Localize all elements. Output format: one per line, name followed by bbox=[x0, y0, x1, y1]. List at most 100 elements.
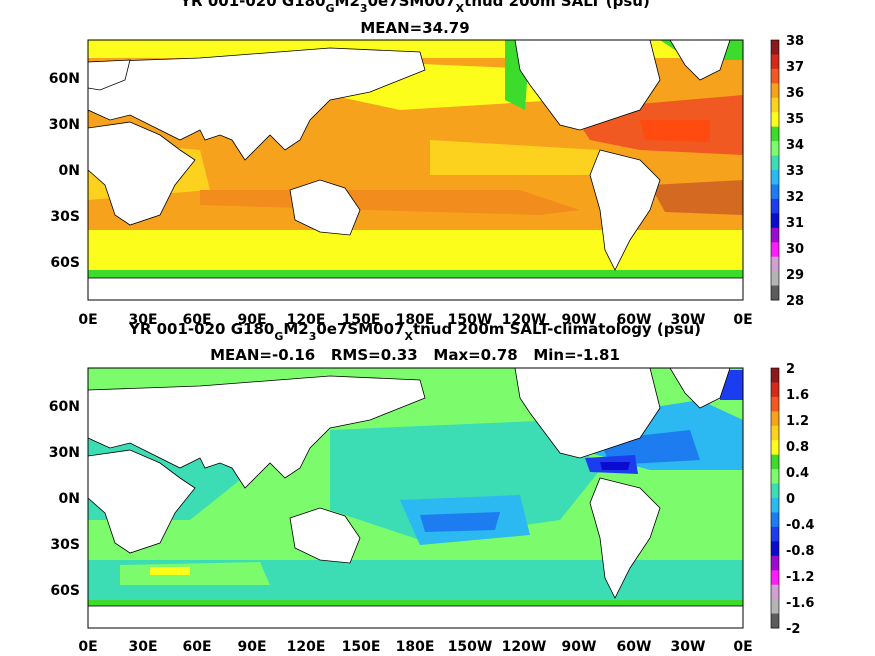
lon-tick-label: 0E bbox=[733, 312, 752, 328]
anomaly-map bbox=[88, 368, 743, 628]
map-title: YR 001-020 G180GM230e7SM007Xtnud 200m SA… bbox=[128, 320, 701, 343]
lat-tick-label: 60N bbox=[49, 71, 80, 87]
colorbar-swatch bbox=[771, 97, 779, 113]
lat-tick-label: 30S bbox=[50, 209, 80, 225]
colorbar-tick-label: 1.6 bbox=[786, 388, 809, 403]
colorbar-tick-label: -1.2 bbox=[786, 570, 814, 585]
lon-tick-label: 30E bbox=[128, 312, 157, 328]
colorbar-swatch bbox=[771, 541, 779, 557]
colorbar-swatch bbox=[771, 555, 779, 571]
colorbar-tick-label: -0.8 bbox=[786, 544, 814, 559]
colorbar-swatch bbox=[771, 613, 779, 629]
colorbar-swatch bbox=[771, 141, 779, 157]
colorbar-swatch bbox=[771, 526, 779, 542]
colorbar-tick-label: 34 bbox=[786, 138, 804, 153]
lat-tick-label: 30N bbox=[49, 445, 80, 461]
lat-tick-label: 60S bbox=[50, 255, 80, 271]
lon-tick-label: 90W bbox=[562, 639, 597, 655]
colorbar-tick-label: 32 bbox=[786, 190, 804, 205]
colorbar-tick-label: -2 bbox=[786, 622, 800, 637]
colorbar-swatch bbox=[771, 454, 779, 470]
colorbar-tick-label: -1.6 bbox=[786, 596, 814, 611]
colorbar: 38 37 36 35 34 33 32 31 30 29 28 bbox=[770, 34, 804, 309]
lon-tick-label: 180E bbox=[396, 312, 435, 328]
lat-tick-label: 60S bbox=[50, 583, 80, 599]
colorbar-frame bbox=[770, 367, 780, 629]
colorbar-tick-label: 28 bbox=[786, 294, 804, 309]
salinity-map bbox=[88, 40, 743, 300]
colorbar-swatch bbox=[771, 184, 779, 200]
colorbar-swatch bbox=[771, 271, 779, 287]
map-title: YR 001-020 G180GM230e7SM007Xtnud 200m SA… bbox=[179, 0, 650, 15]
colorbar-swatch bbox=[771, 242, 779, 258]
colorbar-tick-label: 29 bbox=[786, 268, 804, 283]
lon-tick-label: 180E bbox=[396, 639, 435, 655]
colorbar-tick-label: 33 bbox=[786, 164, 804, 179]
colorbar-swatch bbox=[771, 285, 779, 301]
colorbar-tick-label: 1.2 bbox=[786, 414, 809, 429]
colorbar-swatch bbox=[771, 599, 779, 615]
colorbar-swatch bbox=[771, 411, 779, 427]
lon-tick-label: 90E bbox=[237, 312, 266, 328]
colorbar-tick-label: 37 bbox=[786, 60, 804, 75]
lat-axis: 60N 30N 0N 30S 60S bbox=[49, 71, 80, 271]
colorbar-tick-label: 0.4 bbox=[786, 466, 809, 481]
lon-tick-label: 60W bbox=[617, 312, 652, 328]
lon-tick-label: 150W bbox=[448, 312, 493, 328]
colorbar-swatch bbox=[771, 382, 779, 398]
lon-tick-label: 0E bbox=[78, 639, 97, 655]
lon-tick-label: 0E bbox=[78, 312, 97, 328]
colorbar-swatch bbox=[771, 155, 779, 171]
colorbar: 2 1.6 1.2 0.8 0.4 0 -0.4 -0.8 -1.2 -1.6 -2 bbox=[770, 362, 814, 637]
colorbar-swatch bbox=[771, 112, 779, 128]
lon-tick-label: 150E bbox=[342, 312, 381, 328]
colorbar-tick-label: 30 bbox=[786, 242, 804, 257]
map-stats: MEAN=-0.16 RMS=0.33 Max=0.78 Min=-1.81 bbox=[210, 346, 620, 364]
lat-tick-label: 60N bbox=[49, 399, 80, 415]
lon-tick-label: 120E bbox=[287, 639, 326, 655]
colorbar-swatch bbox=[771, 83, 779, 99]
lon-axis: 0E 30E 60E 90E 120E 150E 180E 150W 120W … bbox=[78, 639, 752, 655]
colorbar-swatch bbox=[771, 68, 779, 84]
lon-tick-label: 120W bbox=[502, 312, 547, 328]
colorbar-frame bbox=[770, 39, 780, 301]
colorbar-tick-label: 36 bbox=[786, 86, 804, 101]
lon-tick-label: 30W bbox=[671, 312, 706, 328]
colorbar-swatch bbox=[771, 440, 779, 456]
colorbar-swatch bbox=[771, 584, 779, 600]
land-mask bbox=[88, 368, 743, 628]
lat-tick-label: 30N bbox=[49, 117, 80, 133]
colorbar-swatch bbox=[771, 198, 779, 214]
colorbar-swatch bbox=[771, 368, 779, 383]
colorbar-swatch bbox=[771, 483, 779, 499]
lon-tick-label: 120E bbox=[287, 312, 326, 328]
colorbar-swatch bbox=[771, 396, 779, 412]
map-stats: MEAN=34.79 bbox=[360, 19, 469, 37]
lat-axis: 60N 30N 0N 30S 60S bbox=[49, 399, 80, 599]
colorbar-swatch bbox=[771, 425, 779, 441]
colorbar-tick-label: -0.4 bbox=[786, 518, 814, 533]
colorbar-swatch bbox=[771, 498, 779, 513]
lon-tick-label: 150E bbox=[342, 639, 381, 655]
colorbar-swatch bbox=[771, 170, 779, 185]
lat-tick-label: 0N bbox=[59, 163, 80, 179]
colorbar-swatch bbox=[771, 570, 779, 586]
colorbar-swatch bbox=[771, 126, 779, 142]
lon-axis: 0E 30E 60E 90E 120E 150E 180E 150W 120W … bbox=[78, 312, 752, 328]
lon-tick-label: 30W bbox=[671, 639, 706, 655]
lon-tick-label: 90W bbox=[562, 312, 597, 328]
colorbar-swatch bbox=[771, 512, 779, 528]
colorbar-tick-label: 2 bbox=[786, 362, 795, 377]
lat-tick-label: 30S bbox=[50, 537, 80, 553]
lon-tick-label: 90E bbox=[237, 639, 266, 655]
colorbar-swatch bbox=[771, 54, 779, 70]
lon-tick-label: 60W bbox=[617, 639, 652, 655]
lon-tick-label: 60E bbox=[182, 312, 211, 328]
colorbar-swatch bbox=[771, 213, 779, 229]
colorbar-swatch bbox=[771, 227, 779, 243]
lon-tick-label: 120W bbox=[502, 639, 547, 655]
land-mask bbox=[88, 40, 743, 300]
colorbar-tick-label: 0 bbox=[786, 492, 795, 507]
lon-tick-label: 60E bbox=[182, 639, 211, 655]
lon-tick-label: 0E bbox=[733, 639, 752, 655]
